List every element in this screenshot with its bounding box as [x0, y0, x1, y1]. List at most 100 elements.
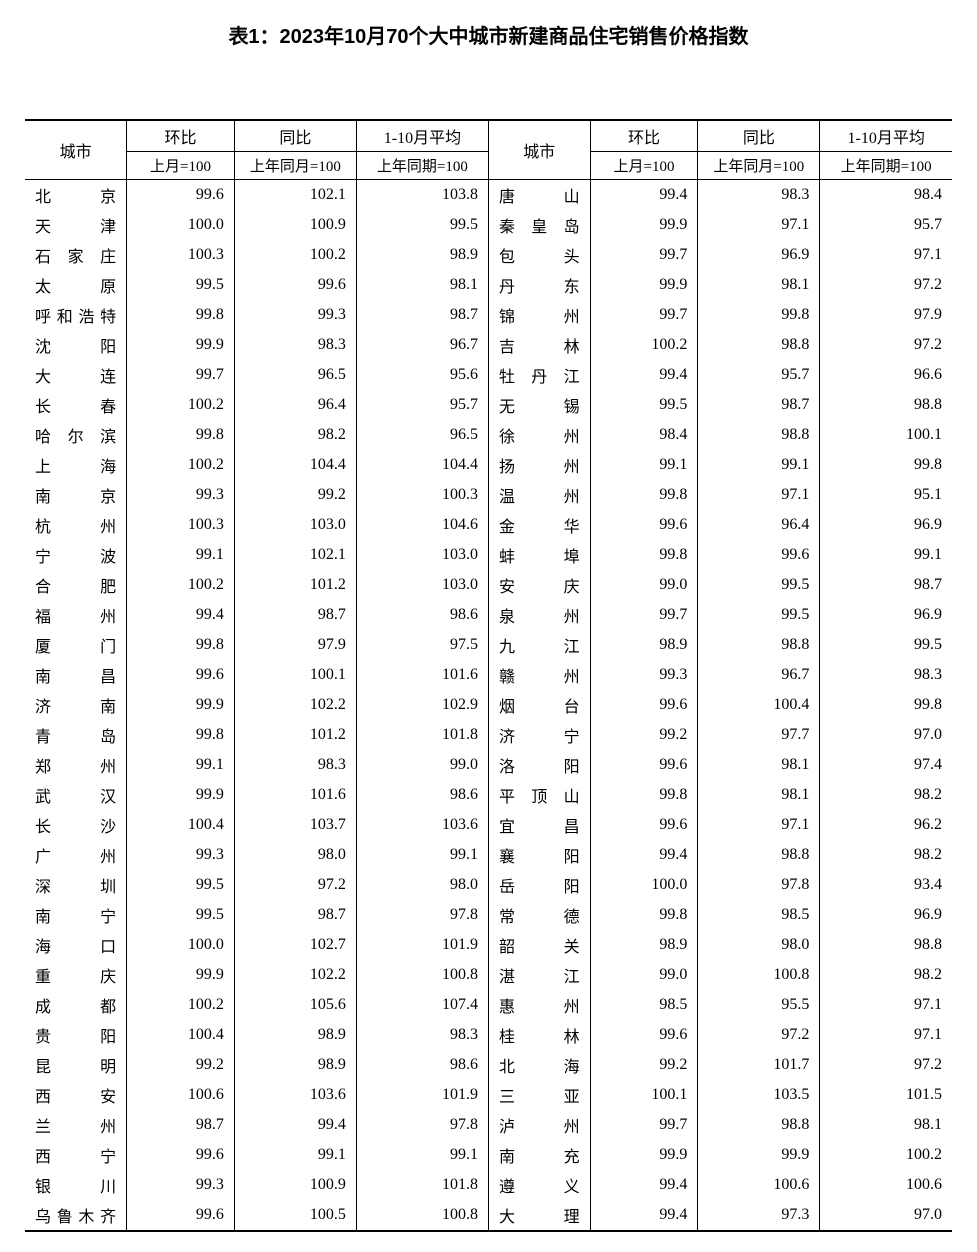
mom-value: 98.5 [590, 990, 698, 1020]
city-name: 惠 州 [488, 990, 590, 1020]
avg-value: 97.1 [820, 990, 952, 1020]
avg-value: 95.7 [356, 390, 488, 420]
yoy-value: 99.6 [698, 540, 820, 570]
mom-value: 99.8 [590, 900, 698, 930]
city-name: 平 顶 山 [488, 780, 590, 810]
avg-value: 99.5 [356, 210, 488, 240]
avg-value: 97.8 [356, 1110, 488, 1140]
table-body: 北 京99.6102.1103.8唐 山99.498.398.4天 津100.0… [25, 180, 952, 1232]
mom-value: 99.3 [127, 1170, 235, 1200]
avg-value: 98.4 [820, 180, 952, 211]
city-name: 武 汉 [25, 780, 127, 810]
city-name: 南 京 [25, 480, 127, 510]
avg-value: 101.8 [356, 1170, 488, 1200]
mom-value: 99.7 [590, 600, 698, 630]
mom-value: 100.0 [127, 930, 235, 960]
avg-value: 97.4 [820, 750, 952, 780]
mom-value: 100.3 [127, 510, 235, 540]
avg-value: 103.0 [356, 570, 488, 600]
table-row: 乌鲁木齐99.6100.5100.8大 理99.497.397.0 [25, 1200, 952, 1231]
yoy-value: 99.8 [698, 300, 820, 330]
mom-value: 100.2 [127, 390, 235, 420]
avg-value: 100.3 [356, 480, 488, 510]
city-name: 石 家 庄 [25, 240, 127, 270]
avg-value: 97.9 [820, 300, 952, 330]
city-name: 三 亚 [488, 1080, 590, 1110]
city-name: 哈 尔 滨 [25, 420, 127, 450]
city-name: 温 州 [488, 480, 590, 510]
city-name: 成 都 [25, 990, 127, 1020]
city-name: 洛 阳 [488, 750, 590, 780]
avg-value: 98.1 [356, 270, 488, 300]
yoy-value: 101.7 [698, 1050, 820, 1080]
city-name: 丹 东 [488, 270, 590, 300]
mom-value: 99.3 [590, 660, 698, 690]
mom-value: 99.6 [590, 510, 698, 540]
avg-value: 96.9 [820, 600, 952, 630]
table-row: 成 都100.2105.6107.4惠 州98.595.597.1 [25, 990, 952, 1020]
table-row: 银 川99.3100.9101.8遵 义99.4100.6100.6 [25, 1170, 952, 1200]
city-name: 济 南 [25, 690, 127, 720]
yoy-value: 96.4 [698, 510, 820, 540]
mom-value: 99.3 [127, 840, 235, 870]
avg-value: 96.9 [820, 510, 952, 540]
subheader-yoy-right: 上年同月=100 [698, 152, 820, 180]
avg-value: 101.9 [356, 1080, 488, 1110]
city-name: 天 津 [25, 210, 127, 240]
mom-value: 99.9 [127, 330, 235, 360]
city-name: 泉 州 [488, 600, 590, 630]
yoy-value: 97.2 [234, 870, 356, 900]
yoy-value: 103.5 [698, 1080, 820, 1110]
table-row: 兰 州98.799.497.8泸 州99.798.898.1 [25, 1110, 952, 1140]
city-name: 九 江 [488, 630, 590, 660]
avg-value: 97.8 [356, 900, 488, 930]
yoy-value: 102.1 [234, 540, 356, 570]
mom-value: 100.4 [127, 810, 235, 840]
city-name: 宜 昌 [488, 810, 590, 840]
avg-value: 102.9 [356, 690, 488, 720]
city-name: 南 宁 [25, 900, 127, 930]
mom-value: 99.2 [590, 720, 698, 750]
mom-value: 99.0 [590, 960, 698, 990]
table-row: 太 原99.599.698.1丹 东99.998.197.2 [25, 270, 952, 300]
yoy-value: 96.5 [234, 360, 356, 390]
avg-value: 96.5 [356, 420, 488, 450]
table-row: 长 沙100.4103.7103.6宜 昌99.697.196.2 [25, 810, 952, 840]
yoy-value: 98.8 [698, 630, 820, 660]
avg-value: 100.2 [820, 1140, 952, 1170]
mom-value: 100.0 [127, 210, 235, 240]
avg-value: 104.6 [356, 510, 488, 540]
yoy-value: 98.2 [234, 420, 356, 450]
mom-value: 99.5 [127, 870, 235, 900]
avg-value: 104.4 [356, 450, 488, 480]
city-name: 大 理 [488, 1200, 590, 1231]
yoy-value: 97.1 [698, 810, 820, 840]
mom-value: 99.8 [590, 780, 698, 810]
yoy-value: 102.2 [234, 690, 356, 720]
mom-value: 100.2 [127, 990, 235, 1020]
city-name: 徐 州 [488, 420, 590, 450]
avg-value: 101.5 [820, 1080, 952, 1110]
city-name: 深 圳 [25, 870, 127, 900]
yoy-value: 95.5 [698, 990, 820, 1020]
table-row: 贵 阳100.498.998.3桂 林99.697.297.1 [25, 1020, 952, 1050]
city-name: 西 安 [25, 1080, 127, 1110]
avg-value: 99.1 [820, 540, 952, 570]
subheader-yoy-left: 上年同月=100 [234, 152, 356, 180]
city-name: 重 庆 [25, 960, 127, 990]
city-name: 牡 丹 江 [488, 360, 590, 390]
yoy-value: 100.5 [234, 1200, 356, 1231]
mom-value: 99.4 [590, 1200, 698, 1231]
mom-value: 100.2 [590, 330, 698, 360]
city-name: 常 德 [488, 900, 590, 930]
avg-value: 97.2 [820, 1050, 952, 1080]
city-name: 烟 台 [488, 690, 590, 720]
yoy-value: 96.4 [234, 390, 356, 420]
header-city-left: 城市 [25, 120, 127, 180]
yoy-value: 100.4 [698, 690, 820, 720]
city-name: 长 春 [25, 390, 127, 420]
city-name: 南 充 [488, 1140, 590, 1170]
header-mom-right: 环比 [590, 120, 698, 152]
mom-value: 100.1 [590, 1080, 698, 1110]
avg-value: 97.1 [820, 1020, 952, 1050]
